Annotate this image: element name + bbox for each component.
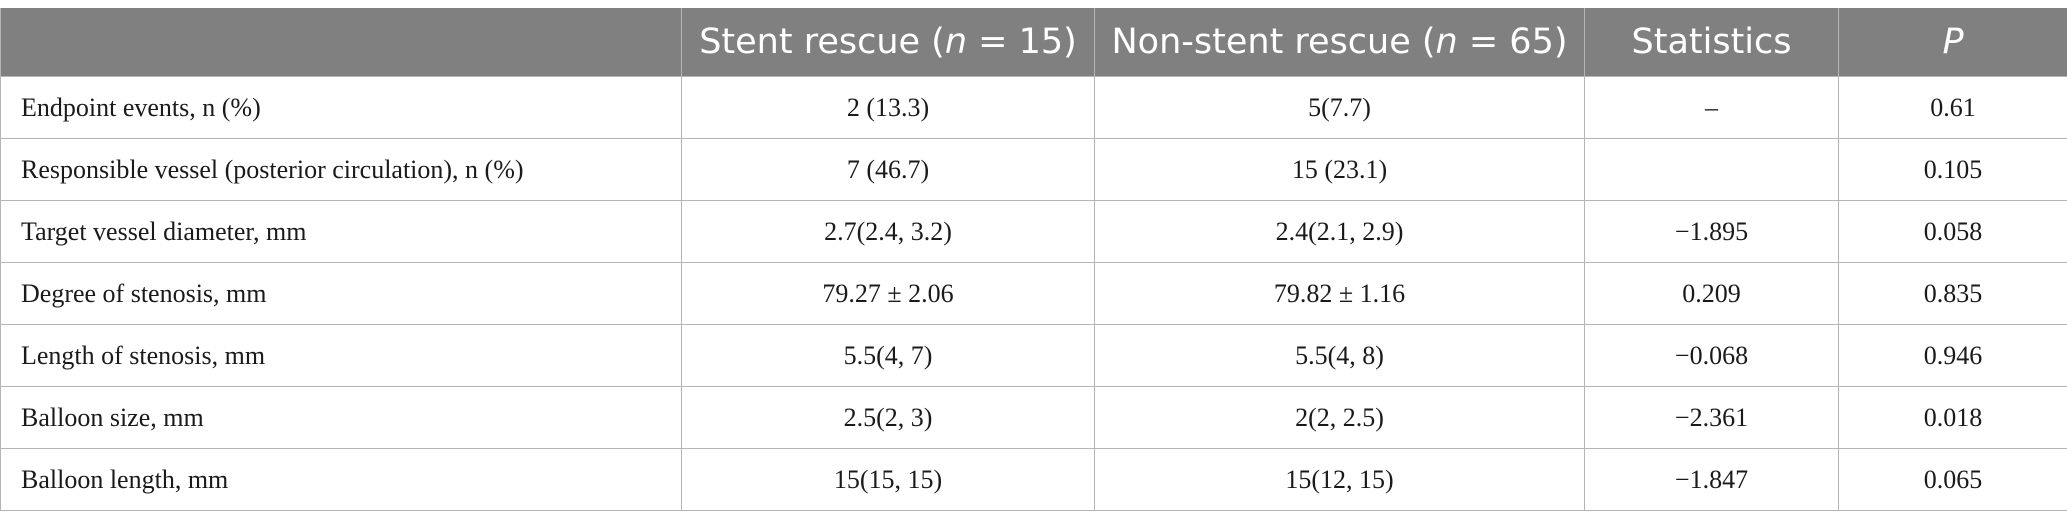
stent-rescue-cell: 2.7(2.4, 3.2) xyxy=(681,200,1095,263)
row-label-cell: Length of stenosis, mm xyxy=(0,324,682,387)
header-cell-stent-rescue: Stent rescue (n = 15) xyxy=(681,8,1095,77)
p-value-cell: 0.065 xyxy=(1838,448,2067,511)
header-non-stent-n: n xyxy=(1435,22,1458,62)
p-value-cell: 0.105 xyxy=(1838,138,2067,201)
row-label-cell: Responsible vessel (posterior circulatio… xyxy=(0,138,682,201)
statistics-cell: −1.847 xyxy=(1584,448,1839,511)
header-cell-p-value: P xyxy=(1838,8,2067,77)
stent-rescue-cell: 7 (46.7) xyxy=(681,138,1095,201)
non-stent-rescue-cell: 15 (23.1) xyxy=(1094,138,1585,201)
p-value-cell: 0.946 xyxy=(1838,324,2067,387)
header-cell-statistics: Statistics xyxy=(1584,8,1839,77)
row-label-cell: Balloon size, mm xyxy=(0,386,682,449)
header-non-stent-suffix: = 65) xyxy=(1457,22,1568,62)
non-stent-rescue-cell: 2.4(2.1, 2.9) xyxy=(1094,200,1585,263)
table-row: Length of stenosis, mm 5.5(4, 7) 5.5(4, 8)… xyxy=(0,324,2067,387)
row-label-cell: Endpoint events, n (%) xyxy=(0,76,682,139)
row-label-cell: Balloon length, mm xyxy=(0,448,682,511)
p-value-cell: 0.835 xyxy=(1838,262,2067,325)
header-stent-suffix: = 15) xyxy=(967,22,1077,62)
p-value-cell: 0.61 xyxy=(1838,76,2067,139)
table-row: Responsible vessel (posterior circulatio… xyxy=(0,138,2067,201)
table-body: Endpoint events, n (%) 2 (13.3) 5(7.7) –0.6… xyxy=(0,76,2067,511)
header-cell-non-stent-rescue: Non-stent rescue (n = 65) xyxy=(1094,8,1585,77)
stent-rescue-cell: 5.5(4, 7) xyxy=(681,324,1095,387)
table-row: Balloon size, mm 2.5(2, 3) 2(2, 2.5) −2.361… xyxy=(0,386,2067,449)
non-stent-rescue-cell: 2(2, 2.5) xyxy=(1094,386,1585,449)
statistics-cell: −0.068 xyxy=(1584,324,1839,387)
comparison-table: Stent rescue (n = 15) Non-stent rescue (… xyxy=(0,8,2067,511)
non-stent-rescue-cell: 15(12, 15) xyxy=(1094,448,1585,511)
table-row: Balloon length, mm 15(15, 15) 15(12, 15) −1… xyxy=(0,448,2067,511)
stent-rescue-cell: 2 (13.3) xyxy=(681,76,1095,139)
statistics-cell xyxy=(1584,138,1839,201)
statistics-cell: – xyxy=(1584,76,1839,139)
non-stent-rescue-cell: 79.82 ± 1.16 xyxy=(1094,262,1585,325)
row-label-cell: Degree of stenosis, mm xyxy=(0,262,682,325)
p-value-cell: 0.058 xyxy=(1838,200,2067,263)
header-p-label: P xyxy=(1942,22,1964,62)
row-label-cell: Target vessel diameter, mm xyxy=(0,200,682,263)
header-cell-blank xyxy=(0,8,682,77)
stent-rescue-cell: 79.27 ± 2.06 xyxy=(681,262,1095,325)
p-value-cell: 0.018 xyxy=(1838,386,2067,449)
header-row: Stent rescue (n = 15) Non-stent rescue (… xyxy=(0,8,2067,77)
non-stent-rescue-cell: 5.5(4, 8) xyxy=(1094,324,1585,387)
header-non-stent-prefix: Non-stent rescue ( xyxy=(1111,22,1436,62)
table-row: Degree of stenosis, mm 79.27 ± 2.06 79.82 … xyxy=(0,262,2067,325)
header-stent-prefix: Stent rescue ( xyxy=(699,22,945,62)
statistics-cell: −1.895 xyxy=(1584,200,1839,263)
comparison-table-container: Stent rescue (n = 15) Non-stent rescue (… xyxy=(0,8,2067,511)
table-header: Stent rescue (n = 15) Non-stent rescue (… xyxy=(0,8,2067,77)
stent-rescue-cell: 15(15, 15) xyxy=(681,448,1095,511)
header-stent-n: n xyxy=(944,22,968,62)
table-row: Target vessel diameter, mm 2.7(2.4, 3.2) 2… xyxy=(0,200,2067,263)
statistics-cell: 0.209 xyxy=(1584,262,1839,325)
stent-rescue-cell: 2.5(2, 3) xyxy=(681,386,1095,449)
non-stent-rescue-cell: 5(7.7) xyxy=(1094,76,1585,139)
statistics-cell: −2.361 xyxy=(1584,386,1839,449)
table-row: Endpoint events, n (%) 2 (13.3) 5(7.7) –0.6… xyxy=(0,76,2067,139)
